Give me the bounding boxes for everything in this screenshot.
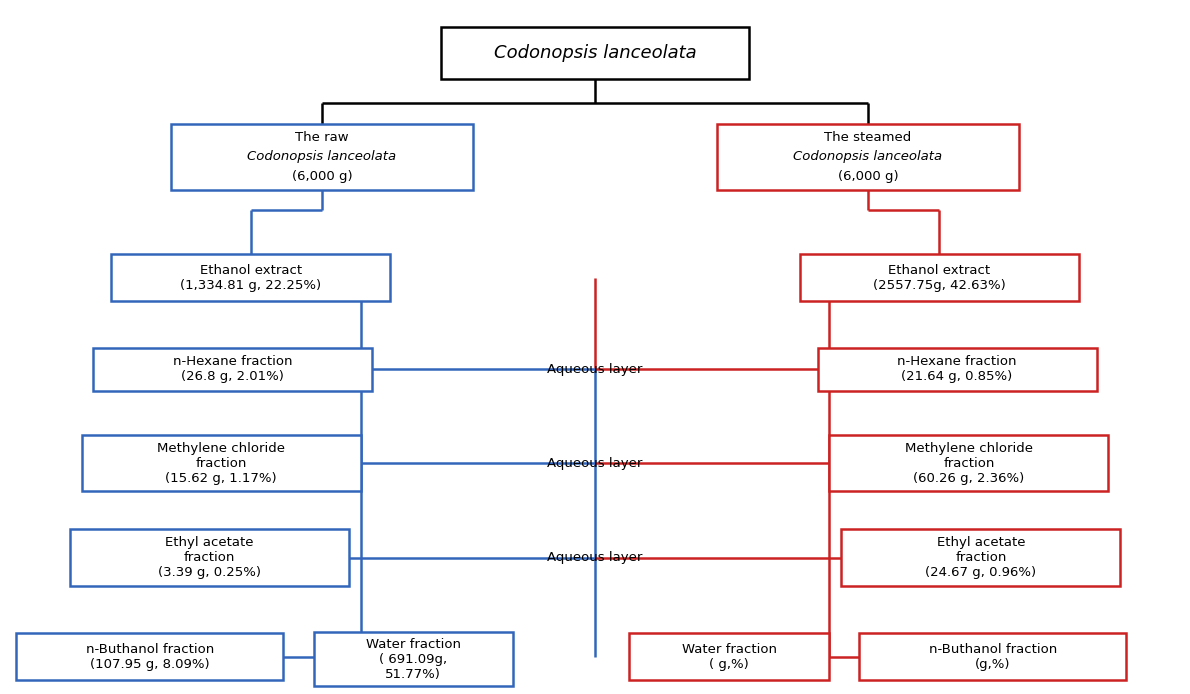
FancyBboxPatch shape	[82, 434, 361, 491]
FancyBboxPatch shape	[716, 124, 1020, 189]
FancyBboxPatch shape	[841, 530, 1120, 586]
Text: Aqueous layer: Aqueous layer	[547, 457, 643, 470]
Text: Methylene chloride
fraction
(60.26 g, 2.36%): Methylene chloride fraction (60.26 g, 2.…	[904, 441, 1033, 484]
Text: Ethanol extract
(1,334.81 g, 22.25%): Ethanol extract (1,334.81 g, 22.25%)	[180, 264, 321, 292]
Text: n-Buthanol fraction
(g,%): n-Buthanol fraction (g,%)	[928, 643, 1057, 670]
Text: Aqueous layer: Aqueous layer	[547, 363, 643, 375]
FancyBboxPatch shape	[17, 633, 283, 680]
Text: Water fraction
( 691.09g,
51.77%): Water fraction ( 691.09g, 51.77%)	[365, 638, 461, 681]
FancyBboxPatch shape	[818, 348, 1097, 391]
Text: Ethyl acetate
fraction
(24.67 g, 0.96%): Ethyl acetate fraction (24.67 g, 0.96%)	[926, 536, 1036, 579]
Text: n-Buthanol fraction
(107.95 g, 8.09%): n-Buthanol fraction (107.95 g, 8.09%)	[86, 643, 214, 670]
FancyBboxPatch shape	[170, 124, 474, 189]
Text: (6,000 g): (6,000 g)	[838, 170, 898, 183]
Text: Water fraction
( g,%): Water fraction ( g,%)	[682, 643, 777, 670]
FancyBboxPatch shape	[630, 633, 829, 680]
Text: The raw: The raw	[295, 130, 349, 144]
FancyBboxPatch shape	[440, 27, 750, 79]
Text: Methylene chloride
fraction
(15.62 g, 1.17%): Methylene chloride fraction (15.62 g, 1.…	[157, 441, 286, 484]
Text: Codonopsis lanceolata: Codonopsis lanceolata	[248, 151, 396, 163]
Text: Codonopsis lanceolata: Codonopsis lanceolata	[494, 44, 696, 62]
Text: Codonopsis lanceolata: Codonopsis lanceolata	[794, 151, 942, 163]
Text: The steamed: The steamed	[825, 130, 912, 144]
FancyBboxPatch shape	[859, 633, 1126, 680]
FancyBboxPatch shape	[829, 434, 1108, 491]
Text: (6,000 g): (6,000 g)	[292, 170, 352, 183]
Text: n-Hexane fraction
(21.64 g, 0.85%): n-Hexane fraction (21.64 g, 0.85%)	[897, 355, 1016, 383]
Text: Aqueous layer: Aqueous layer	[547, 551, 643, 564]
FancyBboxPatch shape	[314, 632, 513, 686]
FancyBboxPatch shape	[111, 255, 390, 301]
Text: n-Hexane fraction
(26.8 g, 2.01%): n-Hexane fraction (26.8 g, 2.01%)	[174, 355, 293, 383]
FancyBboxPatch shape	[800, 255, 1079, 301]
FancyBboxPatch shape	[70, 530, 349, 586]
Text: Ethanol extract
(2557.75g, 42.63%): Ethanol extract (2557.75g, 42.63%)	[873, 264, 1006, 292]
FancyBboxPatch shape	[93, 348, 372, 391]
Text: Ethyl acetate
fraction
(3.39 g, 0.25%): Ethyl acetate fraction (3.39 g, 0.25%)	[157, 536, 261, 579]
